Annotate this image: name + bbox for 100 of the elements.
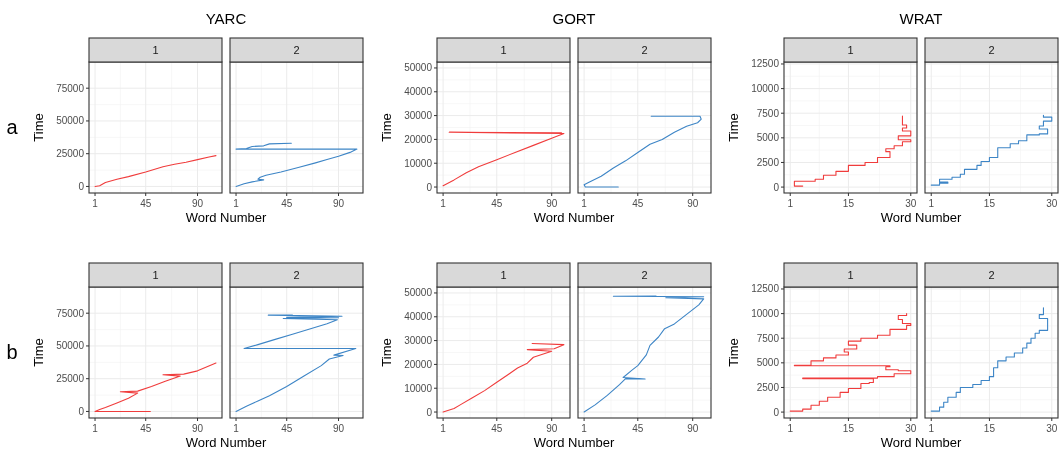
x-tick-label: 45 [281,423,293,434]
y-tick-label: 0 [78,180,85,192]
y-tick-label: 40000 [404,86,433,98]
y-axis-title: Time [379,338,394,367]
x-tick-label: 1 [787,198,794,209]
y-tick-label: 20000 [404,133,433,145]
y-tick-label: 0 [773,181,780,193]
x-tick-label: 90 [191,198,204,209]
line-series [442,342,565,413]
y-axis-title: Time [726,338,741,367]
chart-title: 1 [847,44,854,56]
y-tick-label: 75000 [56,307,85,319]
y-tick-label: 50000 [404,62,433,74]
text: b [6,340,18,363]
x-tick-label: 1 [787,423,794,434]
y-tick-label: 0 [426,181,433,193]
x-tick-label: 15 [983,423,996,434]
x-axis-title: Word Number [533,210,615,225]
x-tick-label: 1 [440,198,447,209]
x-tick-label: 90 [546,423,558,434]
y-tick-label: 0 [78,405,85,417]
y-axis-title: Time [31,338,46,367]
x-tick-label: 45 [632,423,644,434]
line-series [94,155,217,187]
x-tick-label: 30 [905,423,917,434]
x-axis-title: Word Number [185,210,267,225]
chart-title: 1 [847,269,854,281]
y-tick-label: 10000 [404,157,433,169]
chart-title: 2 [641,44,648,56]
line-series [442,131,565,187]
x-tick-label: 1 [233,198,240,209]
x-tick-label: 90 [546,198,558,209]
chart-title: 1 [152,44,159,56]
x-tick-label: 45 [491,423,503,434]
y-tick-label: 5000 [756,132,780,144]
chart-title: 2 [988,44,995,56]
x-tick-label: 1 [581,423,588,434]
y-tick-label: 10000 [751,83,780,95]
y-axis-title: Time [31,113,46,142]
y-tick-label: 7500 [756,107,780,119]
text: YARC [205,10,247,27]
y-tick-label: 50000 [56,340,85,352]
y-tick-label: 7500 [756,332,780,344]
y-tick-label: 25000 [56,148,85,160]
x-tick-label: 15 [983,198,996,209]
x-tick-label: 90 [332,423,345,434]
y-axis-title: Time [726,113,741,142]
x-tick-label: 1 [581,198,588,209]
x-axis-title: Word Number [533,435,615,450]
text: WRAT [899,10,943,27]
y-tick-label: 10000 [404,382,433,394]
chart-title: 1 [500,44,507,56]
x-tick-label: 45 [491,198,503,209]
text: GORT [552,10,596,27]
y-tick-label: 2500 [756,156,780,168]
x-tick-label: 15 [842,423,855,434]
x-tick-label: 1 [928,423,935,434]
chart-title: 1 [152,269,159,281]
x-tick-label: 1 [92,423,99,434]
y-tick-label: 5000 [756,357,780,369]
y-tick-label: 50000 [56,115,85,127]
x-tick-label: 1 [928,198,935,209]
x-tick-label: 15 [842,198,855,209]
chart-title: 2 [293,44,300,56]
y-tick-label: 12500 [751,283,780,295]
x-tick-label: 30 [1046,423,1058,434]
x-tick-label: 45 [632,198,644,209]
chart-title: 2 [293,269,300,281]
x-axis-title: Word Number [880,435,962,450]
x-tick-label: 1 [233,423,240,434]
y-tick-label: 2500 [756,381,780,393]
x-tick-label: 45 [140,198,152,209]
x-tick-label: 1 [440,423,447,434]
y-axis-title: Time [379,113,394,142]
y-tick-label: 40000 [404,311,433,323]
x-tick-label: 90 [687,198,699,209]
chart-title: 2 [641,269,648,281]
chart-title: 2 [988,269,995,281]
line-series [94,362,217,412]
y-tick-label: 10000 [751,308,780,320]
y-tick-label: 0 [426,406,433,418]
x-tick-label: 30 [905,198,917,209]
x-axis-title: Word Number [880,210,962,225]
x-tick-label: 1 [92,198,99,209]
chart-title: 1 [500,269,507,281]
y-tick-label: 75000 [56,82,85,94]
y-tick-label: 30000 [404,110,433,122]
y-tick-label: 12500 [751,58,780,70]
x-axis-title: Word Number [185,435,267,450]
x-tick-label: 30 [1046,198,1058,209]
text: a [6,115,19,138]
x-tick-label: 90 [332,198,345,209]
x-tick-label: 45 [140,423,152,434]
y-tick-label: 0 [773,406,780,418]
x-tick-label: 90 [191,423,204,434]
x-tick-label: 45 [281,198,293,209]
y-tick-label: 30000 [404,335,433,347]
y-tick-label: 25000 [56,373,85,385]
y-tick-label: 50000 [404,287,433,299]
x-tick-label: 90 [687,423,699,434]
